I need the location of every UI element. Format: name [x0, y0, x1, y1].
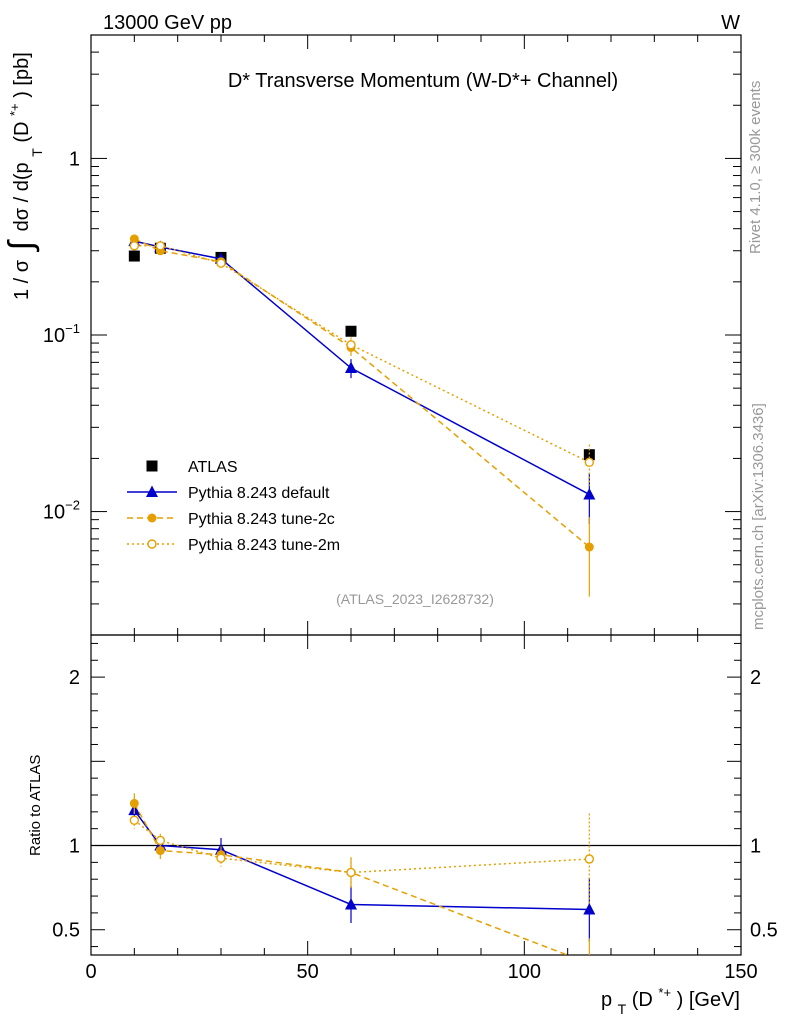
y-label-particle: (D	[11, 122, 33, 143]
legend-label-atlas: ATLAS	[188, 459, 238, 476]
ratio-line-pythia-8-243-default	[133, 809, 590, 911]
legend-marker-atlas	[146, 460, 158, 472]
ratio-point-pythia-8-243-tune-2c	[155, 846, 165, 856]
ratio-tick-label: 0.5	[52, 920, 80, 942]
legend-marker-pythia-8-243-tune-2c	[147, 513, 157, 523]
y-label-close: ) [pb]	[11, 52, 33, 98]
header-process-label: W	[721, 12, 740, 34]
ratio-plot-frame	[90, 634, 742, 956]
x-label-p: p	[601, 989, 612, 1011]
x-tick-label: 50	[297, 961, 319, 983]
main-axis-ticks: 1 10−1 10−2	[43, 34, 741, 636]
legend-marker-pythia-8-243-default	[146, 485, 158, 497]
x-label-superscript: *+	[658, 985, 671, 1000]
data-point-pythia-8-243-tune-2m	[216, 258, 226, 268]
series-line-pythia-8-243-tune-2m	[134, 245, 590, 464]
x-axis-ticks: 0 50 100 150	[85, 35, 758, 983]
ratio-point-pythia-8-243-tune-2m	[216, 853, 226, 863]
data-point-pythia-8-243-default	[583, 487, 596, 500]
legend-marker-pythia-8-243-tune-2m	[147, 539, 157, 549]
data-point-pythia-8-243-tune-2m	[155, 241, 166, 251]
y-label-main: 1 / σ	[11, 259, 33, 300]
y-tick-label: 1	[69, 148, 80, 170]
data-point-pythia-8-243-tune-2m	[584, 457, 595, 468]
ratio-point-pythia-8-243-default	[583, 903, 596, 915]
legend-label-pythia-8-243-tune-2m: Pythia 8.243 tune-2m	[188, 537, 340, 554]
x-label-open: (D	[632, 989, 653, 1011]
y-label-subscript: T	[29, 148, 45, 157]
data-point-atlas	[583, 449, 595, 461]
series-line-pythia-8-243-default	[134, 240, 590, 496]
ratio-tick-label-right: 2	[750, 667, 761, 689]
x-label-close: ) [GeV]	[677, 989, 740, 1011]
data-point-pythia-8-243-tune-2m	[346, 340, 356, 350]
y-axis-label: 1 / σ ∫ dσ / d(p T (D *+ ) [pb]	[2, 52, 47, 300]
y-label-integral: ∫	[2, 239, 40, 252]
ratio-point-pythia-8-243-tune-2c	[129, 798, 139, 808]
ratio-point-pythia-8-243-tune-2m	[129, 815, 140, 825]
ratio-y-axis-label: Ratio to ATLAS	[27, 755, 44, 856]
ratio-line-pythia-8-243-tune-2m	[133, 819, 590, 874]
x-tick-label: 100	[508, 961, 541, 983]
mcplots-label: mcplots.cern.ch [arXiv:1306.3436]	[750, 403, 767, 630]
analysis-label: (ATLAS_2023_I2628732)	[336, 591, 494, 607]
data-point-pythia-8-243-tune-2m	[129, 241, 140, 251]
ratio-tick-label: 1	[69, 836, 80, 858]
header-energy-label: 13000 GeV pp	[103, 12, 232, 34]
ratio-axis-ticks: 0.5 0.5 1 1 2 2	[52, 642, 778, 948]
y-tick-label: 10−2	[43, 498, 80, 524]
ratio-line-pythia-8-243-tune-2c	[133, 803, 570, 955]
legend-label-pythia-8-243-tune-2c: Pythia 8.243 tune-2c	[188, 511, 335, 528]
legend: ATLAS Pythia 8.243 default Pythia 8.243 tu…	[127, 459, 340, 554]
data-point-atlas	[345, 325, 357, 337]
data-point-pythia-8-243-tune-2c	[129, 234, 139, 244]
legend-label-pythia-8-243-default: Pythia 8.243 default	[188, 485, 330, 502]
ratio-point-pythia-8-243-tune-2m	[584, 854, 595, 864]
ratio-tick-label-right: 1	[750, 836, 761, 858]
ratio-point-pythia-8-243-tune-2c	[585, 959, 594, 968]
y-tick-label: 10−1	[43, 321, 80, 347]
x-tick-label: 150	[724, 961, 757, 983]
chart-title: D* Transverse Momentum (W-D*+ Channel)	[228, 70, 618, 92]
ratio-point-pythia-8-243-tune-2m	[346, 867, 356, 878]
y-label-superscript: *+	[7, 103, 22, 116]
data-point-atlas	[128, 250, 140, 262]
ratio-tick-label: 2	[69, 667, 80, 689]
data-point-pythia-8-243-default	[345, 361, 357, 374]
data-point-pythia-8-243-tune-2c	[584, 542, 594, 552]
ratio-point-pythia-8-243-tune-2m	[155, 835, 166, 846]
rivet-version-label: Rivet 4.1.0, ≥ 300k events	[747, 81, 764, 254]
ratio-tick-label-right: 0.5	[750, 920, 778, 942]
y-label-integrand: dσ / d(p	[11, 162, 33, 231]
main-series-group	[128, 234, 596, 597]
ratio-series-group	[128, 793, 596, 968]
x-label-subscript: T	[618, 1001, 627, 1017]
x-tick-label: 0	[85, 961, 96, 983]
ratio-point-pythia-8-243-default	[345, 897, 357, 910]
x-axis-label: p T (D *+ ) [GeV]	[601, 980, 740, 1019]
